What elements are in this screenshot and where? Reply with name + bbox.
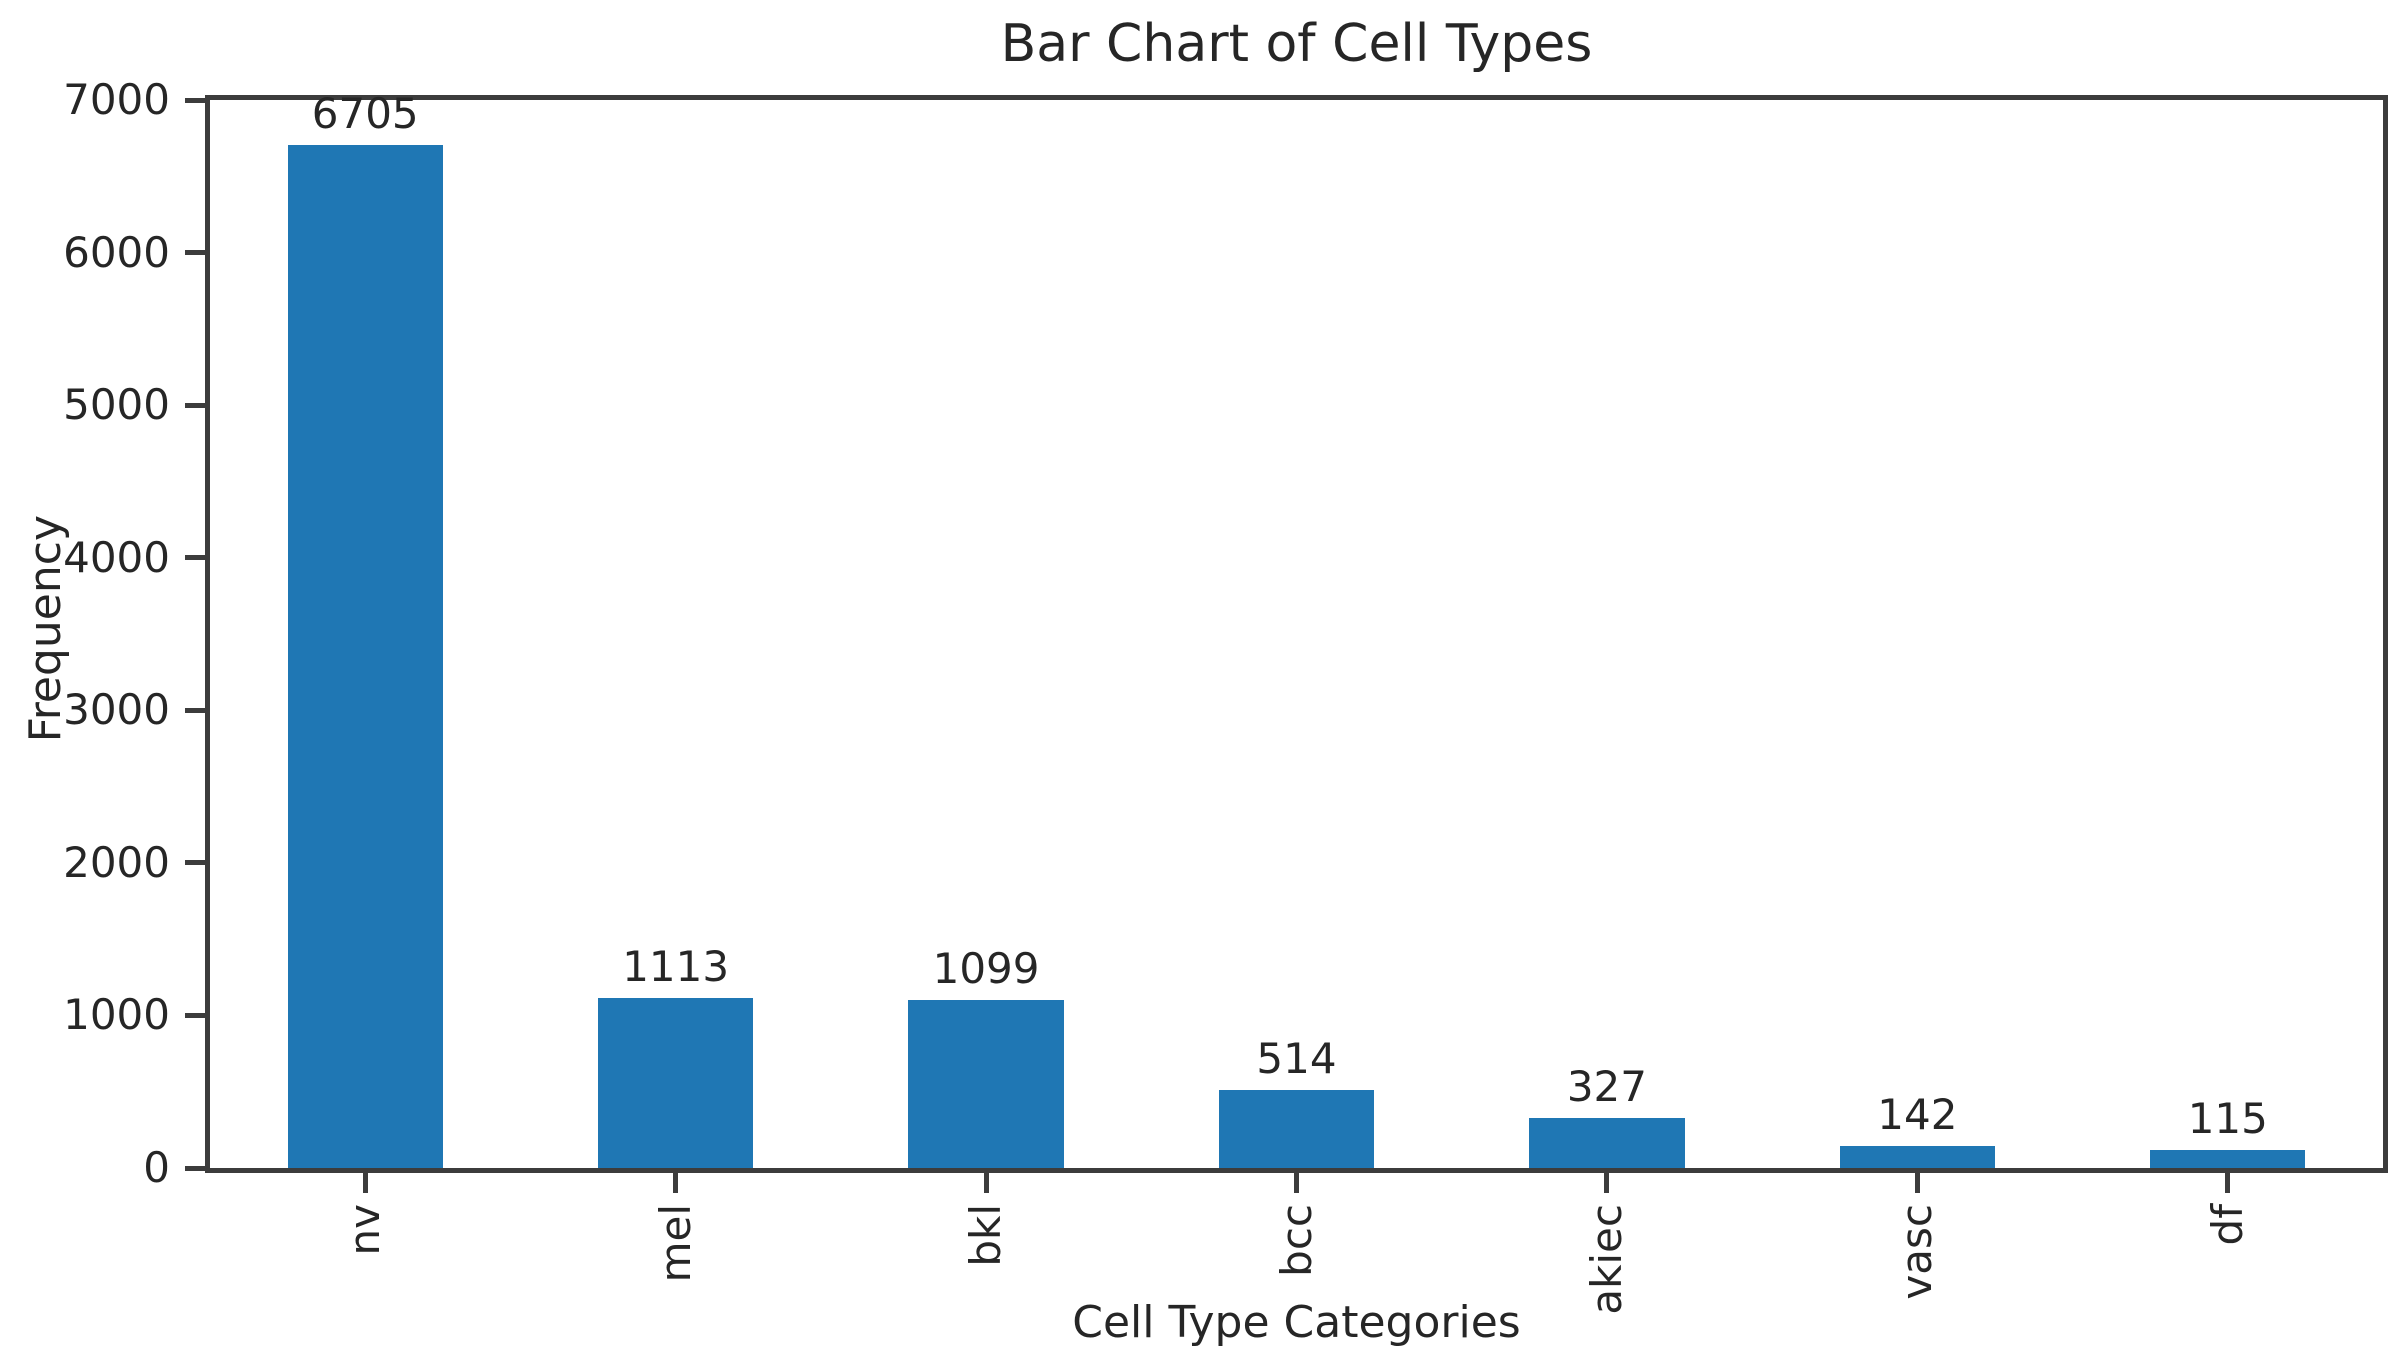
bar-bkl — [908, 1000, 1064, 1168]
y-tick-label-4000: 4000 — [63, 532, 170, 582]
x-tick-mark — [2225, 1173, 2231, 1193]
x-tick-label-vasc: vasc — [1892, 1204, 1942, 1300]
bar-value-label-bcc: 514 — [1256, 1033, 1337, 1083]
x-tick-mark — [673, 1173, 679, 1193]
bar-mel — [598, 998, 754, 1168]
bar-value-label-nv: 6705 — [311, 89, 419, 139]
y-tick-label-1000: 1000 — [63, 990, 170, 1040]
y-tick-mark — [185, 97, 205, 103]
bar-value-label-vasc: 142 — [1877, 1090, 1958, 1140]
y-tick-label-7000: 7000 — [63, 75, 170, 124]
bar-akiec — [1529, 1118, 1685, 1168]
plot-area: 6705 nv 1113 mel 1099 bkl 514 bcc 327 akiec 142 vas… — [63, 78, 2388, 1315]
y-tick-mark — [185, 1165, 205, 1171]
bar-value-label-df: 115 — [2187, 1094, 2268, 1144]
bar-nv — [287, 145, 443, 1168]
y-tick-label-3000: 3000 — [63, 685, 170, 735]
x-tick-mark — [1294, 1173, 1299, 1193]
bar-vasc — [1839, 1146, 1995, 1168]
x-tick-label-bkl: bkl — [961, 1204, 1011, 1267]
bar-value-label-mel: 1113 — [622, 942, 730, 992]
y-tick-label-2000: 2000 — [63, 837, 170, 887]
y-tick-mark — [185, 860, 205, 866]
bar-value-label-akiec: 327 — [1566, 1062, 1647, 1112]
x-axis-label: Cell Type Categories — [1072, 1297, 1521, 1348]
x-tick-label-bcc: bcc — [1271, 1204, 1321, 1277]
y-tick-mark — [185, 250, 205, 256]
bar-value-label-bkl: 1099 — [932, 944, 1040, 994]
x-tick-mark — [983, 1173, 989, 1193]
chart-title: Bar Chart of Cell Types — [1000, 14, 1593, 74]
y-tick-label-5000: 5000 — [63, 380, 170, 430]
x-tick-mark — [362, 1173, 368, 1193]
y-axis-label: Frequency — [20, 515, 71, 743]
bar-bcc — [1218, 1089, 1375, 1168]
y-tick-mark — [185, 402, 205, 408]
y-tick-label-6000: 6000 — [63, 227, 170, 277]
bar-df — [2150, 1150, 2306, 1168]
y-tick-mark — [185, 1012, 205, 1018]
y-tick-mark — [185, 707, 205, 713]
y-tick-label-0: 0 — [143, 1143, 170, 1192]
y-tick-mark — [185, 555, 205, 561]
x-tick-mark — [1914, 1173, 1920, 1193]
x-tick-mark — [1604, 1173, 1610, 1193]
x-tick-label-df: df — [2202, 1204, 2252, 1246]
x-tick-label-mel: mel — [650, 1204, 700, 1283]
x-tick-label-nv: nv — [340, 1204, 390, 1256]
